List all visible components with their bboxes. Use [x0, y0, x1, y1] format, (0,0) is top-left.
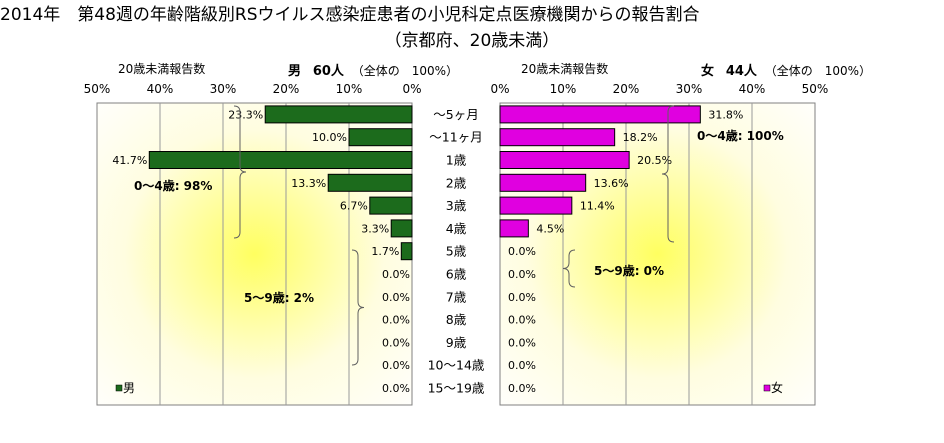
right-total-note: （全体の 100%） [764, 64, 872, 78]
left-tick-label: 20% [273, 82, 300, 96]
category-label: 15～19歳 [428, 381, 485, 396]
female-value-label: 0.0% [508, 291, 536, 304]
female-value-label: 0.0% [508, 336, 536, 349]
male-value-label: 10.0% [312, 131, 347, 144]
female-value-label: 11.4% [580, 200, 615, 213]
right-tick-label: 30% [676, 82, 703, 96]
female-value-label: 0.0% [508, 314, 536, 327]
category-label: 9歳 [446, 335, 467, 350]
female-bar [499, 105, 701, 124]
right-brace-upper [661, 105, 675, 243]
female-bar [499, 173, 587, 192]
chart-subtitle: （京都府、20歳未満） [384, 31, 560, 51]
left-tick-label: 10% [336, 82, 363, 96]
male-value-label: 0.0% [382, 291, 410, 304]
female-bar [499, 196, 573, 215]
left-brace-upper [233, 105, 247, 239]
category-label: 3歳 [446, 198, 467, 213]
female-value-label: 13.6% [594, 177, 629, 190]
male-value-label: 0.0% [382, 268, 410, 281]
left-tick-label: 0% [402, 82, 421, 96]
female-bar [499, 151, 630, 169]
male-bar [369, 196, 413, 215]
male-value-label: 1.7% [371, 245, 399, 258]
female-value-label: 0.0% [508, 268, 536, 281]
right-tick-label: 40% [739, 82, 766, 96]
female-value-label: 0.0% [508, 359, 536, 372]
female-value-label: 4.5% [536, 222, 564, 235]
left-header-count: 男 60人 （全体の 100%） [288, 60, 458, 79]
female-bar [499, 128, 616, 147]
left-total-note: （全体の 100%） [351, 64, 459, 78]
right-tick-label: 0% [490, 82, 509, 96]
left-header-label: 20歳未満報告数 [118, 62, 206, 76]
male-bar [348, 128, 413, 147]
male-bar [390, 219, 413, 238]
female-value-label: 18.2% [623, 131, 658, 144]
female-bar [499, 219, 529, 238]
category-label: 4歳 [446, 221, 467, 236]
category-label: 2歳 [446, 175, 467, 190]
left-brace-upper-label: 0～4歳: 98% [134, 178, 212, 193]
right-header-count: 女 44人 （全体の 100%） [701, 60, 871, 79]
male-value-label: 0.0% [382, 314, 410, 327]
male-value-label: 0.0% [382, 382, 410, 395]
female-value-label: 0.0% [508, 382, 536, 395]
male-value-label: 0.0% [382, 359, 410, 372]
left-legend-swatch [115, 384, 123, 392]
chart-title: 2014年 第48週の年齢階級別RSウイルス感染症患者の小児科定点医療機関からの… [0, 5, 700, 25]
right-brace-lower [562, 249, 576, 288]
category-label: 1歳 [446, 153, 467, 168]
left-sex-label: 男 [288, 64, 302, 79]
right-sex-label: 女 [701, 64, 715, 79]
female-value-label: 31.8% [708, 108, 743, 121]
male-bar [400, 242, 413, 261]
male-value-label: 41.7% [112, 154, 147, 167]
male-value-label: 0.0% [382, 336, 410, 349]
right-legend-swatch [763, 384, 771, 392]
left-count: 60人 [312, 64, 344, 79]
right-header-label: 20歳未満報告数 [521, 62, 609, 76]
right-tick-label: 10% [550, 82, 577, 96]
male-value-label: 13.3% [291, 177, 326, 190]
male-bar [148, 151, 413, 169]
left-brace-lower [351, 249, 365, 366]
left-tick-label: 50% [84, 82, 111, 96]
left-plot-area [96, 102, 413, 406]
female-value-label: 20.5% [637, 154, 672, 167]
category-label: ～11ヶ月 [429, 130, 482, 145]
category-label: 5歳 [446, 244, 467, 259]
right-tick-label: 20% [613, 82, 640, 96]
category-label: 7歳 [446, 289, 467, 304]
left-legend-label: 男 [123, 381, 135, 395]
male-bar [264, 105, 413, 124]
category-label: ～5ヶ月 [433, 107, 478, 122]
right-plot-area [499, 102, 816, 406]
right-legend-label: 女 [771, 380, 783, 395]
male-value-label: 23.3% [228, 108, 263, 121]
category-label: 8歳 [446, 312, 467, 327]
left-tick-label: 30% [210, 82, 237, 96]
category-label: 10～14歳 [428, 358, 485, 373]
right-brace-upper-label: 0～4歳: 100% [697, 128, 784, 143]
male-value-label: 6.7% [340, 200, 368, 213]
male-value-label: 3.3% [361, 222, 389, 235]
right-count: 44人 [725, 64, 757, 79]
category-label: 6歳 [446, 267, 467, 282]
female-value-label: 0.0% [508, 245, 536, 258]
left-brace-lower-label: 5～9歳: 2% [244, 290, 314, 305]
male-bar [327, 173, 413, 192]
left-tick-label: 40% [147, 82, 174, 96]
right-tick-label: 50% [802, 82, 829, 96]
right-brace-lower-label: 5～9歳: 0% [594, 263, 664, 278]
